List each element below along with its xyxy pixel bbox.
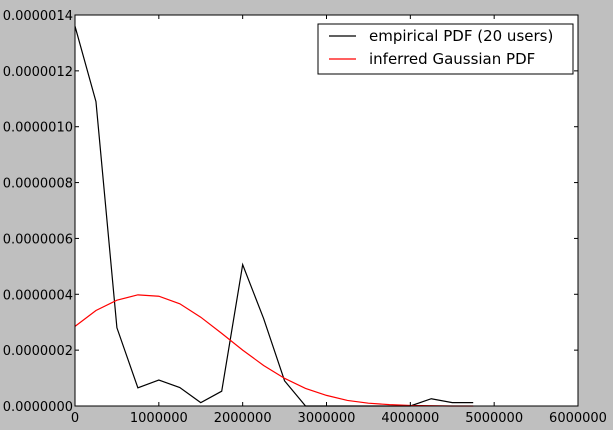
y-tick-label: 0.0000008 (3, 177, 73, 192)
y-tick-label: 0.0000002 (3, 344, 73, 359)
legend-frame (317, 23, 574, 75)
x-tick-label: 6000000 (549, 411, 607, 426)
plot-frame (74, 14, 579, 407)
legend-label-gaussian: inferred Gaussian PDF (369, 50, 535, 68)
y-tick-label: 0.0000006 (3, 232, 73, 247)
x-tick-label: 4000000 (381, 411, 439, 426)
y-tick-label: 0.0000000 (3, 400, 73, 415)
y-tick-label: 0.0000014 (3, 9, 73, 24)
x-tick-label: 0 (71, 411, 79, 426)
x-tick-label: 1000000 (130, 411, 188, 426)
plot-area (75, 15, 578, 406)
series-line-1 (74, 294, 474, 407)
legend: empirical PDF (20 users) inferred Gaussi… (317, 23, 574, 75)
legend-label-empirical: empirical PDF (20 users) (369, 27, 553, 45)
y-tick-label: 0.0000004 (3, 288, 73, 303)
y-tick-labels: 0.0000000 0.0000002 0.0000004 0.0000006 0.00… (3, 9, 73, 415)
y-tick-label: 0.0000010 (3, 121, 73, 136)
x-tick-label: 3000000 (298, 411, 356, 426)
x-tick-label: 5000000 (465, 411, 523, 426)
y-tick-label: 0.0000012 (3, 65, 73, 80)
x-tick-label: 2000000 (214, 411, 272, 426)
x-tick-labels: 0 1000000 2000000 3000000 4000000 5000000 6000… (71, 411, 607, 426)
